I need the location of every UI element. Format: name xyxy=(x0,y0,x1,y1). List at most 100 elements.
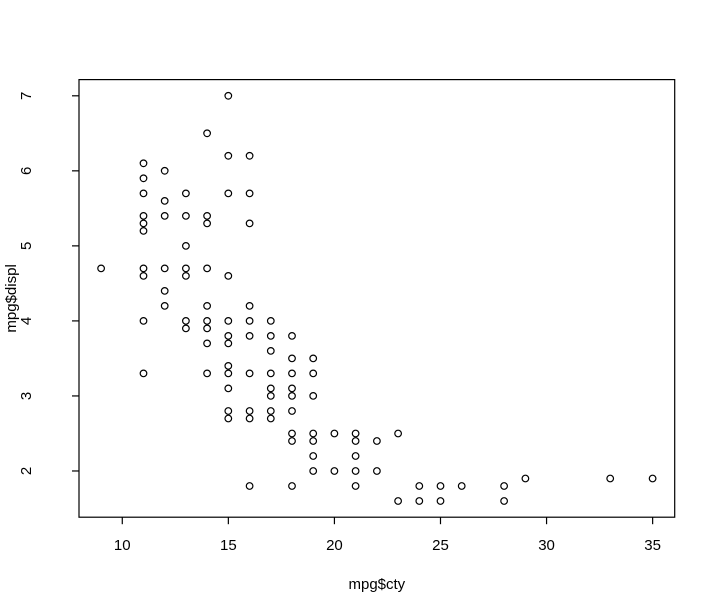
x-tick-label: 20 xyxy=(326,537,343,554)
data-point xyxy=(245,482,254,490)
data-point xyxy=(457,482,466,490)
data-point xyxy=(139,317,148,325)
data-point xyxy=(139,226,148,235)
x-tick-label: 35 xyxy=(644,537,661,554)
data-point xyxy=(224,384,233,393)
data-point xyxy=(224,272,233,280)
data-point xyxy=(245,219,254,228)
data-point xyxy=(330,467,339,475)
data-point xyxy=(351,482,360,490)
data-point xyxy=(224,407,233,415)
data-point xyxy=(245,407,254,415)
data-point xyxy=(309,437,318,445)
data-point xyxy=(160,264,169,273)
data-point xyxy=(224,339,233,348)
x-axis-title: mpg$cty xyxy=(348,576,405,593)
data-point xyxy=(266,317,275,325)
data-point xyxy=(266,407,275,415)
data-point xyxy=(309,392,318,400)
data-point xyxy=(394,429,403,438)
data-point xyxy=(203,219,212,228)
data-point xyxy=(160,302,169,310)
data-point xyxy=(521,474,530,483)
data-point xyxy=(309,354,318,363)
data-point xyxy=(373,437,381,445)
data-point xyxy=(351,429,360,438)
data-point xyxy=(224,151,233,160)
x-tick-label: 15 xyxy=(220,537,237,554)
data-point xyxy=(181,264,190,273)
data-point xyxy=(139,369,148,378)
data-point xyxy=(436,482,445,490)
data-point xyxy=(394,497,403,505)
data-point xyxy=(288,332,296,340)
data-point xyxy=(266,332,275,340)
data-point xyxy=(224,332,233,340)
data-point xyxy=(266,392,275,400)
data-point xyxy=(415,482,424,490)
data-point xyxy=(415,497,424,505)
data-point xyxy=(351,437,360,445)
data-point xyxy=(245,302,254,310)
data-point xyxy=(245,414,254,423)
data-point xyxy=(203,302,212,310)
data-point xyxy=(139,272,148,280)
data-point xyxy=(245,151,254,160)
data-point xyxy=(181,324,190,333)
data-point xyxy=(181,241,190,250)
y-tick-label: 3 xyxy=(18,392,35,400)
data-point xyxy=(181,272,190,280)
data-point xyxy=(606,474,615,483)
data-point xyxy=(288,437,296,445)
data-point xyxy=(224,91,233,100)
y-tick-label: 6 xyxy=(18,167,35,175)
data-point xyxy=(330,429,339,438)
data-point xyxy=(139,219,148,228)
data-point xyxy=(373,467,381,475)
data-point xyxy=(203,324,212,333)
data-point xyxy=(245,332,254,340)
data-point xyxy=(139,189,148,198)
x-tick-label: 25 xyxy=(432,537,449,554)
data-point xyxy=(203,211,212,220)
data-point xyxy=(266,414,275,423)
data-point xyxy=(181,189,190,198)
data-point xyxy=(288,482,296,490)
data-point xyxy=(288,354,296,363)
data-point xyxy=(266,347,275,355)
data-point xyxy=(288,369,296,378)
y-axis-title: mpg$displ xyxy=(3,264,20,332)
y-tick-label: 5 xyxy=(18,242,35,250)
data-point xyxy=(181,317,190,325)
data-point xyxy=(288,384,296,393)
data-point xyxy=(224,362,233,370)
data-point xyxy=(181,211,190,220)
x-tick-label: 30 xyxy=(538,537,555,554)
data-point xyxy=(309,369,318,378)
data-point xyxy=(224,189,233,198)
data-point xyxy=(351,452,360,460)
data-point xyxy=(500,497,509,505)
data-point xyxy=(203,264,212,273)
data-point xyxy=(139,159,148,168)
data-point xyxy=(309,429,318,438)
data-point xyxy=(245,369,254,378)
data-point xyxy=(224,317,233,325)
data-point xyxy=(245,189,254,198)
data-point xyxy=(648,474,657,483)
data-point xyxy=(97,264,105,273)
data-point xyxy=(203,369,212,378)
data-point xyxy=(160,196,169,205)
data-point xyxy=(500,482,509,490)
data-point xyxy=(309,452,318,460)
data-points xyxy=(97,91,657,505)
data-point xyxy=(288,429,296,438)
data-point xyxy=(266,369,275,378)
data-point xyxy=(351,467,360,475)
data-point xyxy=(203,339,212,348)
data-point xyxy=(245,317,254,325)
axis-tick-labels: 10 15 20 25 30 35 2 3 4 5 6 7 xyxy=(18,92,661,555)
data-point xyxy=(266,384,275,393)
